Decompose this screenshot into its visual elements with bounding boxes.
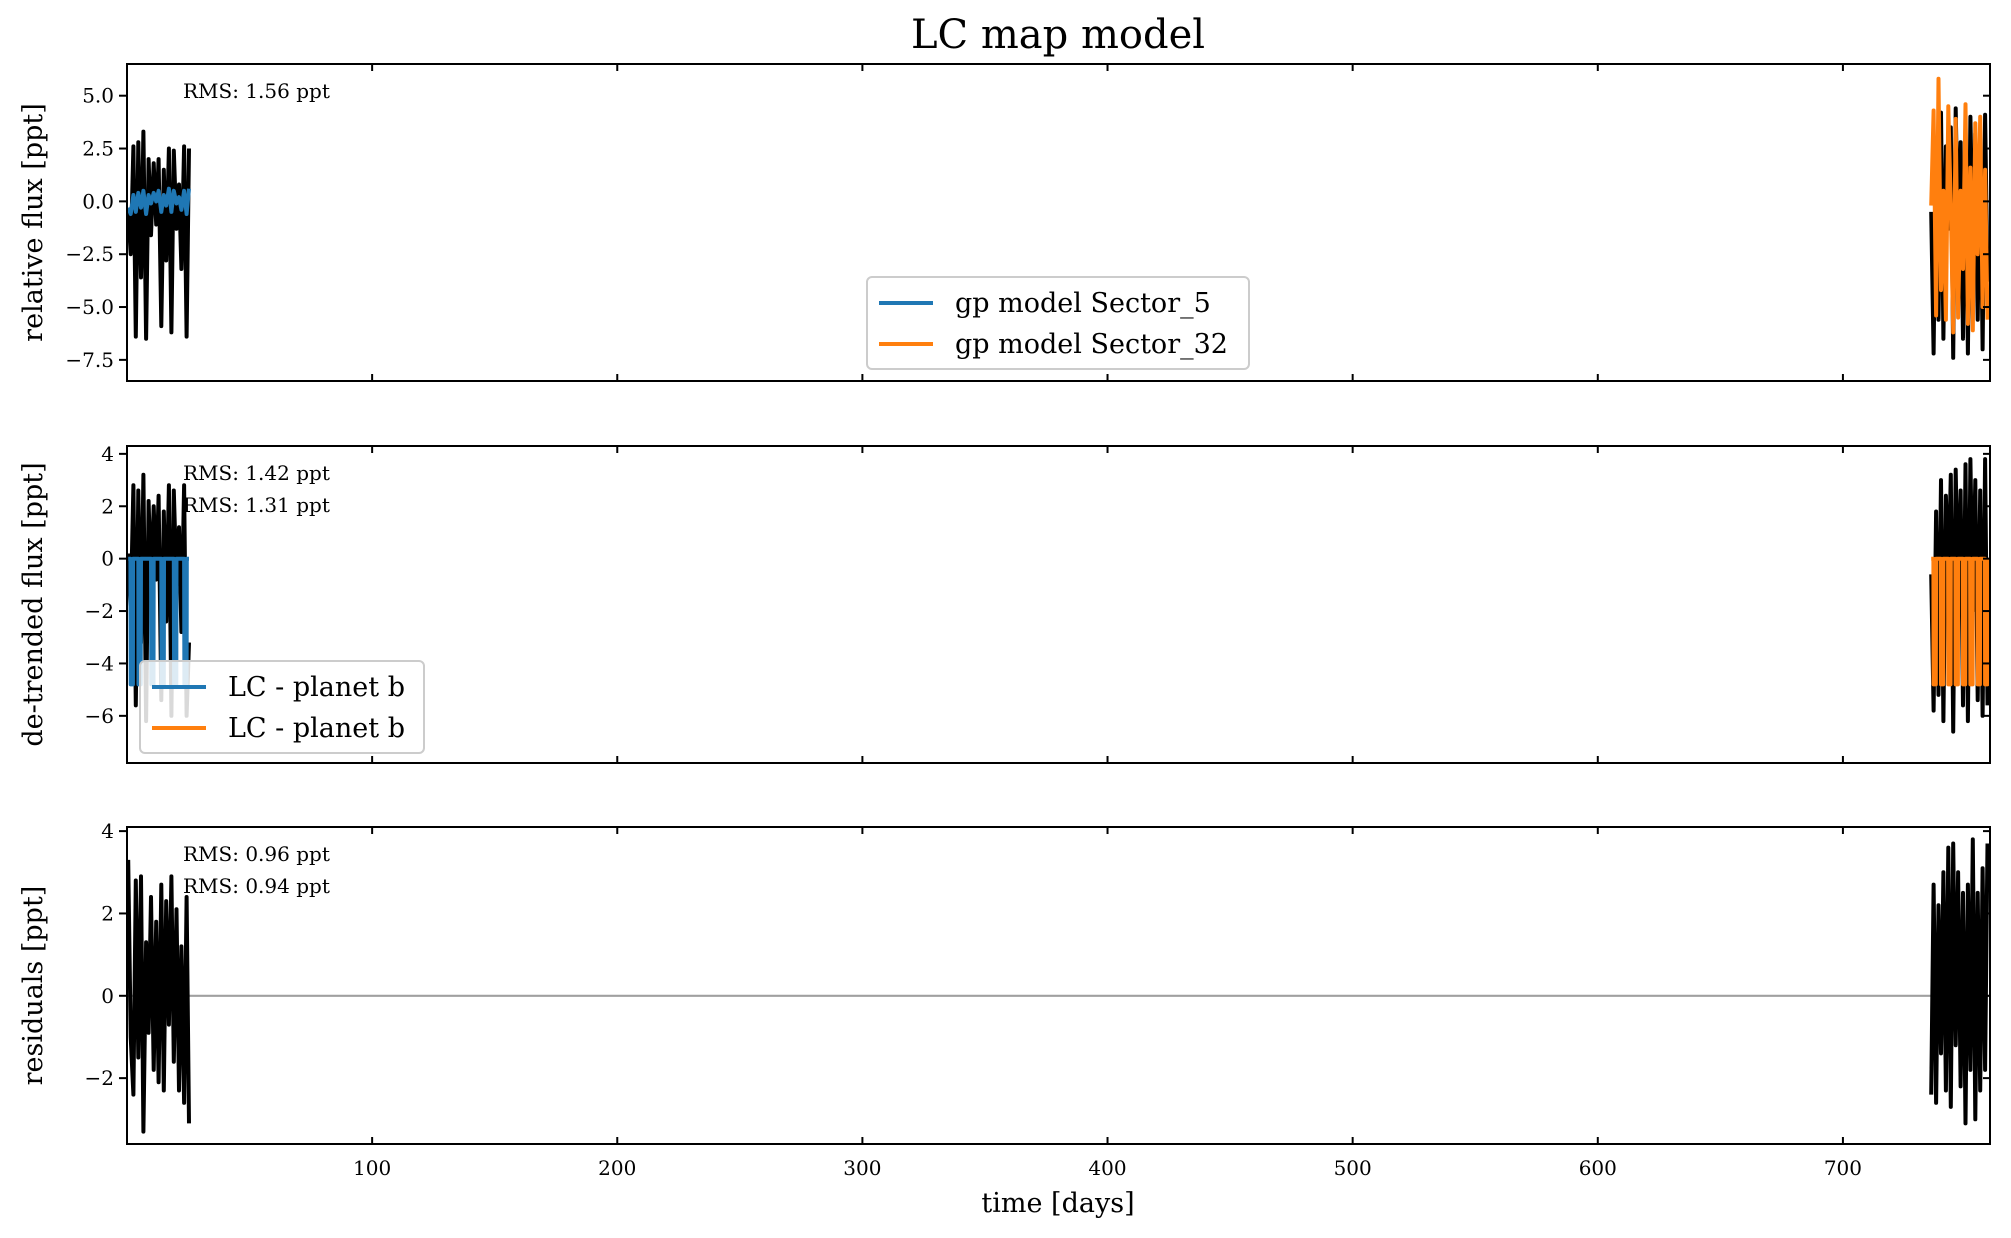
y-tick-label: −2.5	[65, 242, 114, 266]
y-axis-label: de-trended flux [ppt]	[18, 462, 49, 746]
model-series-line	[128, 556, 189, 687]
axes-frame	[126, 445, 1991, 764]
y-tick-label: −2	[85, 599, 114, 623]
y-tick-label: −7.5	[65, 348, 114, 372]
y-tick-label: −6	[85, 704, 114, 728]
rms-annotation: RMS: 0.96 ppt	[183, 842, 330, 866]
legend: LC - planet b LC - planet b	[139, 660, 425, 754]
rms-annotation: RMS: 1.56 ppt	[183, 79, 330, 103]
x-tick-label: 600	[1579, 1156, 1617, 1180]
y-tick-label: 5.0	[82, 84, 114, 108]
axes-frame	[126, 63, 1991, 382]
y-tick-label: 2	[101, 494, 114, 518]
data-series-line	[126, 472, 191, 724]
legend-entry-label: gp model Sector_32	[955, 329, 1228, 360]
panel-2: 4 2 0 −2 −4 −6 de-trended flux [ppt] RMS: 1.42 …	[18, 442, 1991, 764]
y-axis-label: residuals [ppt]	[18, 886, 49, 1086]
panel-1: 5.0 2.5 0.0 −2.5 −5.0 −7.5 relative flux [ppt]…	[18, 63, 1991, 382]
rms-annotation: RMS: 1.31 ppt	[183, 493, 330, 517]
y-tick-label: −2	[85, 1066, 114, 1090]
plot-area	[126, 457, 1990, 734]
model-series-line	[126, 186, 191, 216]
x-tick-label: 100	[353, 1156, 391, 1180]
plot-area	[126, 837, 1990, 1134]
y-tick-label: 2	[101, 901, 114, 925]
rms-annotation: RMS: 0.94 ppt	[183, 874, 330, 898]
legend-entry-label: LC - planet b	[228, 672, 405, 703]
legend-box	[139, 660, 425, 754]
y-tick-label: 0	[101, 547, 114, 571]
x-tick-label: 500	[1334, 1156, 1372, 1180]
y-tick-label: −4	[85, 651, 114, 675]
model-series-line	[1929, 76, 1990, 335]
axes-frame	[126, 826, 1991, 1145]
chart-title: LC map model	[911, 12, 1205, 58]
legend-entry-label: gp model Sector_5	[955, 288, 1211, 319]
y-tick-label: 2.5	[82, 137, 114, 161]
y-axis-label: relative flux [ppt]	[18, 103, 49, 342]
panel-3: 100 200 300 400 500 600 700 4 2 0 −2 residuals [ppt…	[18, 819, 1991, 1180]
rms-annotation: RMS: 1.42 ppt	[183, 461, 330, 485]
y-tick-label: 4	[101, 442, 114, 466]
y-tick-label: 0	[101, 984, 114, 1008]
x-axis-label: time [days]	[981, 1188, 1134, 1219]
data-series-line	[126, 859, 191, 1134]
x-tick-label: 700	[1824, 1156, 1862, 1180]
x-tick-label: 400	[1088, 1156, 1126, 1180]
y-tick-label: 4	[101, 819, 114, 843]
x-tick-label: 200	[598, 1156, 636, 1180]
data-series-line	[1929, 837, 1990, 1126]
x-tick-label: 300	[843, 1156, 881, 1180]
legend-entry-label: LC - planet b	[228, 713, 405, 744]
data-series-line	[126, 129, 191, 341]
plot-area	[126, 76, 1990, 360]
legend: gp model Sector_5gp model Sector_32	[866, 276, 1250, 370]
model-series-line	[1931, 556, 1990, 687]
legend-box	[866, 276, 1250, 370]
y-tick-label: 0.0	[82, 189, 114, 213]
y-tick-label: −5.0	[65, 295, 114, 319]
